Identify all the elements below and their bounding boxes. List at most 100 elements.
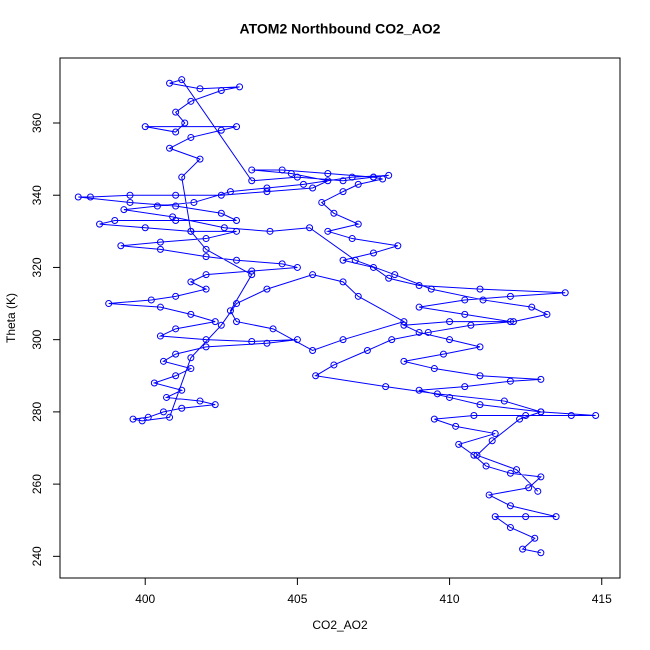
data-point [534,487,542,495]
data-point [470,451,478,459]
data-point [74,193,82,201]
data-point [217,87,225,94]
data-point [339,188,347,196]
data-point [153,202,161,210]
data-point [394,242,402,250]
data-point [202,336,210,344]
data-point [513,466,521,474]
data-line [78,79,596,554]
data-point [309,271,317,279]
data-point [156,245,164,253]
y-axis-label: Theta (K) [4,293,18,343]
data-point [324,177,332,185]
data-point [452,422,460,430]
data-point [461,310,469,318]
data-point [226,188,234,196]
y-tick-label: 320 [30,257,44,277]
data-point [263,188,271,196]
data-point [339,177,347,185]
data-point [369,249,377,257]
data-point [172,108,180,116]
data-point [592,412,600,419]
data-point [166,144,174,152]
data-point [439,350,447,358]
data-point [537,473,545,481]
data-point [269,325,277,333]
data-point [348,173,356,181]
data-point [500,397,508,405]
data-point [169,213,177,221]
data-point [415,303,423,311]
data-point [528,303,536,311]
data-point [446,393,454,401]
data-point [509,318,517,326]
data-point [202,271,210,279]
data-point [339,278,347,286]
data-point [187,310,195,318]
data-point [159,357,167,365]
data-point [141,123,149,131]
data-point [491,513,499,521]
data-point [351,256,359,264]
y-tick-label: 300 [30,329,44,349]
data-point [233,256,241,264]
data-point [233,318,241,326]
data-point [446,336,454,344]
data-point [233,123,241,131]
data-point [488,437,496,445]
data-point [537,549,545,557]
data-point [181,119,189,127]
data-point [391,271,399,279]
data-point [415,386,423,394]
data-point [187,227,195,235]
data-point [293,336,301,344]
data-point [266,227,274,235]
x-tick-label: 405 [287,592,307,606]
data-point [217,321,225,329]
data-point [172,372,180,380]
data-point [202,235,210,243]
data-point [178,404,186,412]
data-point [202,245,210,253]
data-point [485,491,493,499]
data-point [126,198,134,206]
data-point [433,390,441,398]
data-point [96,220,104,228]
y-tick-label: 360 [30,113,44,133]
data-point [552,513,560,521]
data-point [287,170,295,178]
data-point [202,343,210,351]
data-point [233,300,241,308]
data-point [120,206,128,214]
data-point [211,401,219,409]
data-point [537,375,545,383]
data-point [476,343,484,351]
data-point [369,173,377,181]
data-point [129,415,137,423]
data-point [86,193,94,201]
data-point [446,318,454,326]
data-point [111,217,119,224]
data-point [482,462,490,470]
data-point [172,128,180,136]
data-point [293,263,301,271]
data-point [415,328,423,336]
data-point [233,227,241,235]
data-point [354,220,362,228]
data-point [150,379,158,387]
data-point [461,296,469,304]
data-point [531,534,539,542]
data-point [330,361,338,369]
data-point [543,310,551,318]
data-point [172,350,180,358]
data-point [519,545,527,553]
data-point [461,383,469,391]
data-point [159,408,167,416]
data-point [427,285,435,293]
data-point [147,296,155,304]
data-point [226,307,234,315]
data-point [324,227,332,235]
data-point [318,198,326,206]
